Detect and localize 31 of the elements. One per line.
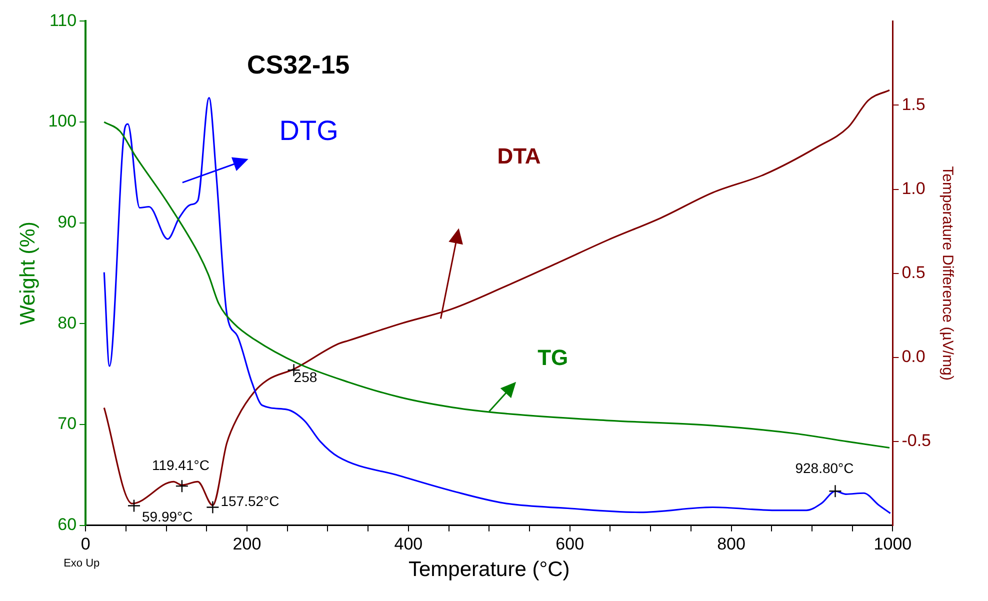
y2-tick-label: 1.0 xyxy=(902,178,926,198)
text: TG xyxy=(538,345,568,370)
line-series xyxy=(103,121,890,449)
y-tick-label: 90 xyxy=(58,212,77,232)
x-tick-label: 0 xyxy=(80,534,90,554)
annotation: 928.80°C xyxy=(795,460,854,476)
y2-tick-label: 0.5 xyxy=(902,262,926,282)
y2-tick-label: -0.5 xyxy=(902,431,932,450)
x-tick-label: 800 xyxy=(717,534,746,554)
annotation: 59.99°C xyxy=(142,508,193,525)
y-tick-label: 100 xyxy=(48,112,77,131)
text: Exo Up xyxy=(64,557,100,570)
y-tick-label: 60 xyxy=(58,515,77,534)
x-axis-title: Temperature (°C) xyxy=(408,558,570,582)
y2-axis-title: Temperature Difference (µV/mg) xyxy=(938,166,956,380)
text: CS32-15 xyxy=(246,50,350,80)
text: DTG xyxy=(279,114,338,146)
y-tick-label: 80 xyxy=(58,313,77,332)
annotation: 119.41°C xyxy=(152,456,210,473)
x-tick-label: 1000 xyxy=(874,534,912,554)
x-tick-label: 400 xyxy=(394,534,423,554)
x-tick-label: 600 xyxy=(556,534,584,554)
y2-tick-label: 1.5 xyxy=(902,94,926,114)
text: DTA xyxy=(497,143,541,168)
y-tick-label: 110 xyxy=(49,10,77,30)
x-tick-label: 200 xyxy=(232,534,262,554)
y2-tick-label: 0.0 xyxy=(902,347,926,366)
y-tick-label: 70 xyxy=(58,414,77,434)
y-axis-title: Weight (%) xyxy=(16,222,40,326)
annotation: 157.52°C xyxy=(220,493,280,510)
annotation: 258 xyxy=(294,368,318,385)
